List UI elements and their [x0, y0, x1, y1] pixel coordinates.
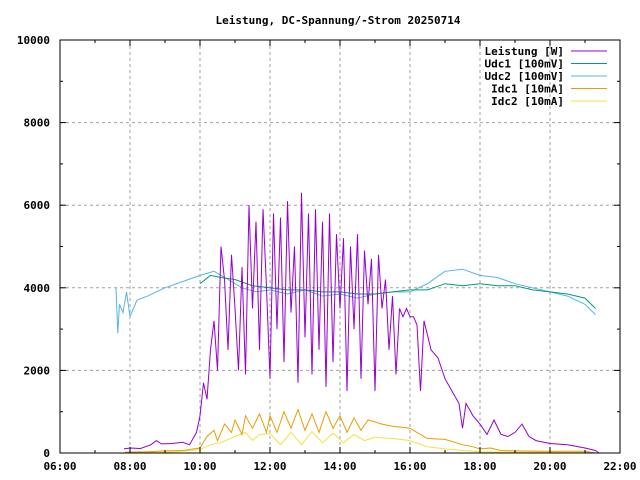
ticks: 06:00 08:00 10:00 12:00 14:00 16:00 18:00 20:00…	[17, 34, 637, 473]
series-line-udc1	[199, 274, 596, 309]
legend: Leistung [W]Udc1 [100mV]Udc2 [100mV]Idc1…	[485, 45, 607, 108]
series-group	[115, 192, 600, 454]
x-tick-label: 18:00	[463, 460, 496, 473]
y-tick-label: 6000	[24, 199, 51, 212]
grid	[60, 40, 620, 453]
x-tick-label: 06:00	[43, 460, 76, 473]
legend-label: Leistung [W]	[485, 45, 564, 58]
legend-label: Idc2 [10mA]	[491, 95, 564, 108]
y-tick-label: 4000	[24, 282, 51, 295]
legend-label: Idc1 [10mA]	[491, 83, 564, 96]
chart-title: Leistung, DC-Spannung/-Strom 20250714	[215, 14, 460, 27]
x-tick-label: 08:00	[113, 460, 146, 473]
y-tick-label: 0	[43, 447, 50, 460]
legend-label: Udc2 [100mV]	[485, 70, 564, 83]
series-line-leistung	[123, 192, 600, 454]
series-line-idc2	[129, 430, 596, 454]
x-tick-label: 14:00	[323, 460, 356, 473]
x-tick-label: 12:00	[253, 460, 286, 473]
x-tick-label: 20:00	[533, 460, 566, 473]
y-tick-label: 8000	[24, 117, 51, 130]
x-tick-label: 22:00	[603, 460, 636, 473]
series-line-idc1	[124, 408, 596, 454]
y-tick-label: 2000	[24, 364, 51, 377]
x-tick-label: 10:00	[183, 460, 216, 473]
y-tick-label: 10000	[17, 34, 50, 47]
legend-label: Udc1 [100mV]	[485, 58, 564, 71]
x-tick-label: 16:00	[393, 460, 426, 473]
